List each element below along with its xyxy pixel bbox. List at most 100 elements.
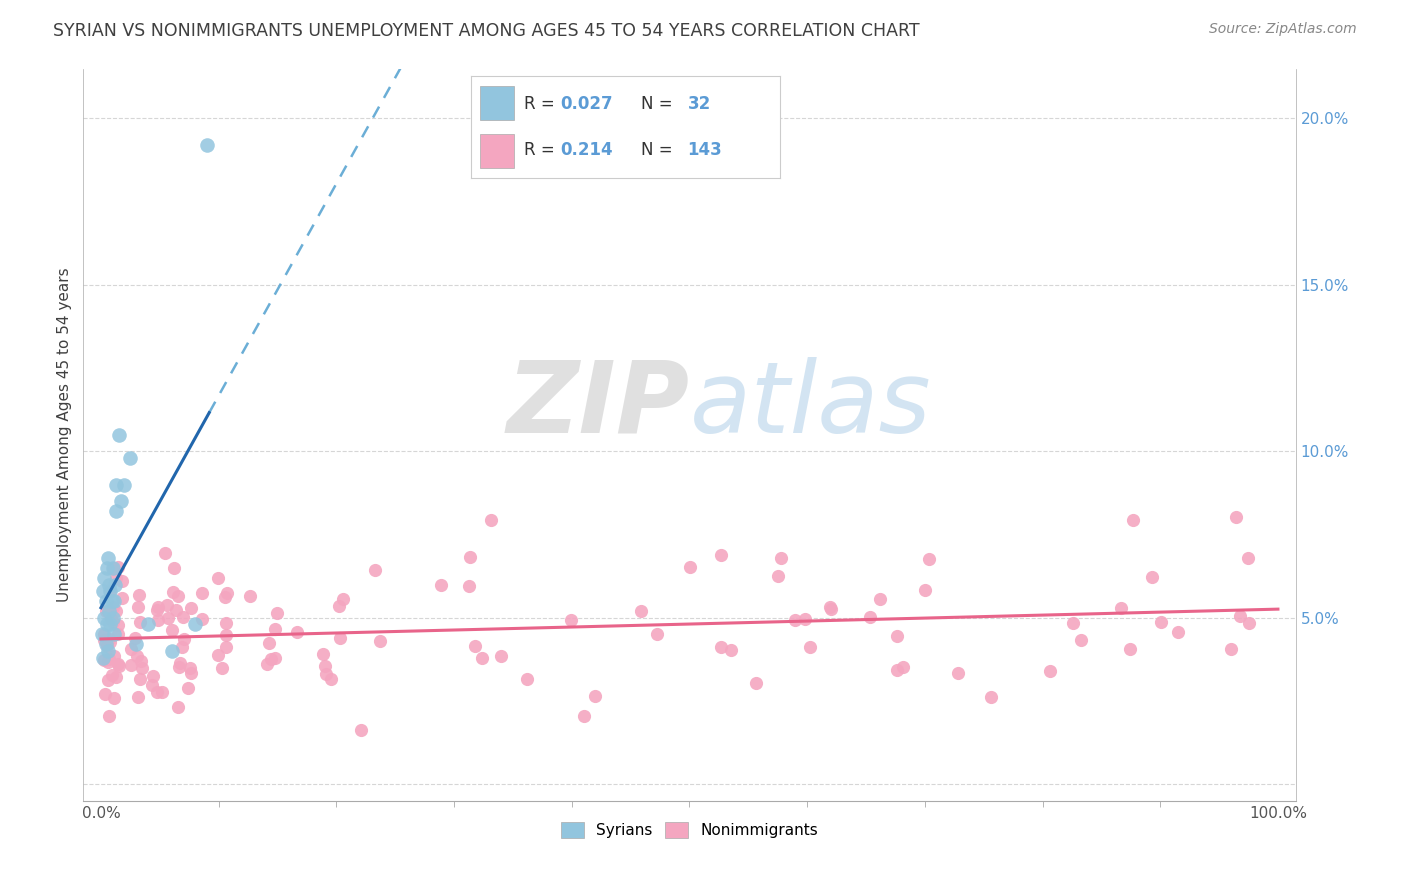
Point	[886, 629, 908, 643]
Point	[1167, 625, 1189, 640]
Point	[91, 584, 114, 599]
Point	[167, 590, 190, 604]
Point	[111, 591, 134, 605]
Point	[97, 644, 120, 658]
Point	[94, 687, 117, 701]
Point	[141, 678, 163, 692]
Point	[127, 690, 149, 705]
Point	[332, 591, 354, 606]
Point	[97, 550, 120, 565]
Point	[214, 627, 236, 641]
Point	[97, 673, 120, 688]
Point	[818, 599, 841, 614]
Point	[160, 644, 183, 658]
Point	[329, 631, 352, 645]
Point	[110, 494, 132, 508]
Text: 143: 143	[688, 141, 723, 159]
Point	[312, 647, 335, 661]
Point	[172, 609, 194, 624]
Point	[350, 723, 373, 737]
Point	[1119, 642, 1142, 657]
Point	[869, 592, 891, 607]
Point	[886, 663, 908, 677]
Text: SYRIAN VS NONIMMIGRANTS UNEMPLOYMENT AMONG AGES 45 TO 54 YEARS CORRELATION CHART: SYRIAN VS NONIMMIGRANTS UNEMPLOYMENT AMO…	[53, 22, 920, 40]
Point	[101, 611, 124, 625]
Point	[793, 612, 815, 626]
Point	[180, 601, 202, 615]
Point	[257, 635, 280, 649]
Point	[1039, 665, 1062, 679]
Point	[162, 585, 184, 599]
Point	[142, 669, 165, 683]
Point	[103, 691, 125, 706]
Point	[314, 659, 336, 673]
Point	[368, 634, 391, 648]
Text: ZIP: ZIP	[506, 357, 689, 454]
Point	[1229, 608, 1251, 623]
Point	[710, 548, 733, 562]
Point	[97, 656, 120, 670]
Point	[169, 656, 191, 670]
Point	[107, 618, 129, 632]
Point	[91, 650, 114, 665]
Point	[94, 637, 117, 651]
Point	[98, 617, 121, 632]
Point	[103, 600, 125, 615]
Bar	[481, 135, 515, 168]
Point	[101, 561, 124, 575]
Point	[146, 613, 169, 627]
Point	[891, 660, 914, 674]
Point	[184, 617, 207, 632]
Point	[97, 709, 120, 723]
Point	[104, 571, 127, 585]
Point	[516, 672, 538, 686]
Text: 0.027: 0.027	[561, 95, 613, 112]
Point	[489, 648, 512, 663]
Point	[179, 661, 201, 675]
Point	[103, 648, 125, 663]
Point	[156, 599, 179, 613]
Point	[1237, 551, 1260, 566]
Point	[107, 626, 129, 640]
Point	[101, 561, 124, 575]
Point	[328, 599, 350, 613]
Point	[146, 684, 169, 698]
Point	[785, 613, 807, 627]
Point	[256, 657, 278, 672]
Text: N =: N =	[641, 95, 672, 112]
Point	[1140, 570, 1163, 584]
Point	[107, 657, 129, 671]
Point	[1109, 600, 1132, 615]
Point	[458, 579, 481, 593]
Point	[799, 640, 821, 654]
Point	[239, 590, 262, 604]
Point	[103, 594, 125, 608]
Point	[93, 611, 115, 625]
Point	[315, 666, 337, 681]
Point	[560, 613, 582, 627]
Point	[471, 651, 494, 665]
Point	[129, 615, 152, 629]
Point	[914, 583, 936, 598]
Point	[98, 577, 121, 591]
Point	[96, 617, 118, 632]
Point	[146, 599, 169, 614]
Point	[100, 612, 122, 626]
Point	[110, 574, 132, 588]
Point	[980, 690, 1002, 704]
Point	[96, 561, 118, 575]
Point	[129, 672, 152, 686]
Point	[458, 549, 481, 564]
Point	[93, 571, 115, 585]
Point	[464, 639, 486, 653]
Point	[97, 632, 120, 646]
Text: 32: 32	[688, 95, 711, 112]
Legend: Syrians, Nonimmigrants: Syrians, Nonimmigrants	[555, 816, 824, 845]
Point	[1062, 616, 1084, 631]
Point	[1070, 633, 1092, 648]
Point	[207, 648, 229, 663]
Point	[1122, 513, 1144, 527]
Text: Source: ZipAtlas.com: Source: ZipAtlas.com	[1209, 22, 1357, 37]
Point	[1219, 642, 1241, 657]
Point	[107, 560, 129, 574]
